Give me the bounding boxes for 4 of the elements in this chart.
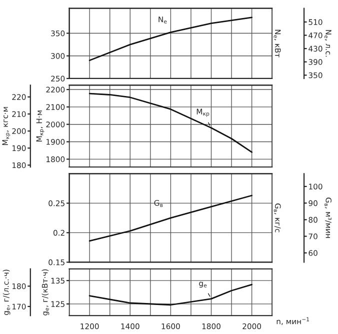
line-series [88,16,253,62]
line-series [88,194,253,242]
line-series [88,92,253,153]
line-series [88,284,253,306]
